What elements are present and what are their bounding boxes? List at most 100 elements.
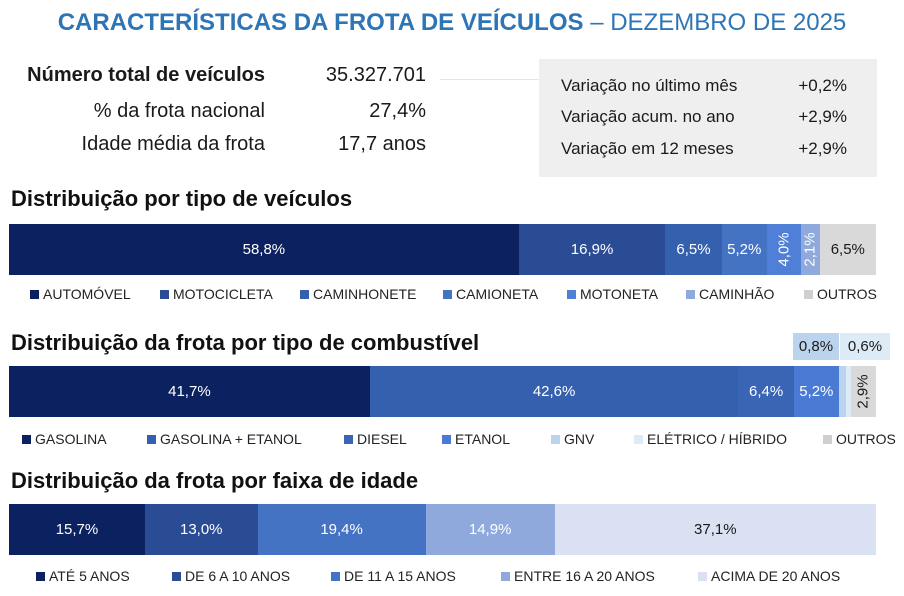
variation-box: Variação no último mês +0,2% Variação ac… bbox=[539, 59, 877, 177]
legend-age-range: ATÉ 5 ANOS DE 6 A 10 ANOS DE 11 A 15 ANOS E… bbox=[0, 568, 904, 586]
legend-item-motocicleta: MOTOCICLETA bbox=[160, 286, 273, 302]
legend-label: GASOLINA bbox=[35, 431, 107, 447]
data-label: 13,0% bbox=[179, 521, 223, 538]
data-label: 6,5% bbox=[676, 241, 711, 258]
data-label: 15,7% bbox=[55, 521, 99, 538]
stat-total-vehicles: Número total de veículos 35.327.701 bbox=[10, 64, 540, 94]
legend-swatch bbox=[686, 289, 695, 299]
legend-item-motoneta: MOTONETA bbox=[567, 286, 658, 302]
legend-item-gasolina: GASOLINA bbox=[22, 431, 107, 447]
legend-label: CAMIONETA bbox=[456, 286, 539, 302]
callout-label-eletrico-hibrido: 0,6% bbox=[840, 333, 890, 360]
legend-item-entre-16-a-20-anos: ENTRE 16 A 20 ANOS bbox=[501, 568, 655, 584]
legend-item-etanol: ETANOL bbox=[442, 431, 510, 447]
legend-swatch bbox=[501, 571, 510, 581]
legend-item-acima-de-20-anos: ACIMA DE 20 ANOS bbox=[698, 568, 840, 584]
bar-segment-camioneta: 5,2% bbox=[721, 224, 767, 275]
variation-value: +2,9% bbox=[798, 107, 847, 126]
data-label: 16,9% bbox=[570, 241, 614, 258]
legend-item-caminhao: CAMINHÃO bbox=[686, 286, 774, 302]
data-label: 4,0% bbox=[775, 232, 793, 267]
bar-segment-motocicleta: 16,9% bbox=[518, 224, 666, 275]
legend-item-camioneta: CAMIONETA bbox=[443, 286, 538, 302]
legend-swatch bbox=[36, 571, 45, 581]
data-label: 5,2% bbox=[727, 241, 762, 258]
legend-label: ENTRE 16 A 20 ANOS bbox=[514, 568, 655, 584]
data-label: 6,5% bbox=[830, 241, 865, 258]
data-label: 41,7% bbox=[168, 383, 211, 400]
stat-value: 17,7 anos bbox=[338, 133, 426, 155]
legend-swatch bbox=[331, 571, 340, 581]
bar-segment-automovel: 58,8% bbox=[9, 224, 519, 275]
stacked-bar-fuel-type: 41,7% 42,6% 6,4% 5,2% 2,9% bbox=[9, 366, 876, 417]
legend-label: ACIMA DE 20 ANOS bbox=[711, 568, 841, 584]
legend-item-de-6-a-10-anos: DE 6 A 10 ANOS bbox=[172, 568, 290, 584]
legend-label: DE 11 A 15 ANOS bbox=[344, 568, 456, 584]
variation-value: +0,2% bbox=[798, 76, 847, 95]
legend-swatch bbox=[160, 289, 169, 299]
bar-segment-gnv bbox=[838, 366, 846, 417]
bar-segment-etanol: 5,2% bbox=[793, 366, 839, 417]
stat-national-share: % da frota nacional 27,4% bbox=[10, 100, 530, 130]
bar-segment-entre-16-a-20-anos: 14,9% bbox=[425, 504, 555, 555]
divider bbox=[440, 79, 540, 80]
legend-swatch bbox=[30, 289, 39, 299]
data-label: 2,9% bbox=[854, 374, 872, 409]
stat-average-age: Idade média da frota 17,7 anos bbox=[10, 133, 530, 163]
legend-label: DIESEL bbox=[357, 431, 407, 447]
legend-item-outros: OUTROS bbox=[804, 286, 877, 302]
bar-segment-gasolina-etanol: 42,6% bbox=[369, 366, 739, 417]
legend-label: DE 6 A 10 ANOS bbox=[185, 568, 291, 584]
data-label: 14,9% bbox=[468, 521, 512, 538]
legend-swatch bbox=[147, 434, 156, 444]
bar-segment-ate-5-anos: 15,7% bbox=[9, 504, 145, 555]
bar-segment-caminhao: 2,1% bbox=[801, 224, 820, 275]
legend-item-automovel: AUTOMÓVEL bbox=[30, 286, 131, 302]
legend-label: AUTOMÓVEL bbox=[43, 286, 131, 302]
legend-swatch bbox=[172, 571, 181, 581]
bar-segment-caminhonete: 6,5% bbox=[665, 224, 722, 275]
legend-label: GNV bbox=[564, 431, 595, 447]
legend-item-eletrico-hibrido: ELÉTRICO / HÍBRIDO bbox=[634, 431, 787, 447]
legend-label: MOTOCICLETA bbox=[173, 286, 273, 302]
legend-label: ATÉ 5 ANOS bbox=[49, 568, 130, 584]
bar-segment-outros: 6,5% bbox=[819, 224, 876, 275]
stat-label: % da frota nacional bbox=[93, 100, 265, 122]
legend-swatch bbox=[443, 289, 452, 299]
page-title: CARACTERÍSTICAS DA FROTA DE VEÍCULOS – D… bbox=[0, 9, 904, 37]
legend-label: GASOLINA + ETANOL bbox=[160, 431, 302, 447]
title-main: CARACTERÍSTICAS DA FROTA DE VEÍCULOS bbox=[57, 9, 584, 36]
stat-label: Idade média da frota bbox=[81, 133, 265, 155]
legend-item-gasolina-etanol: GASOLINA + ETANOL bbox=[147, 431, 302, 447]
legend-swatch bbox=[804, 289, 813, 299]
chart-title-vehicle-type: Distribuição por tipo de veículos bbox=[11, 186, 353, 211]
variation-label: Variação acum. no ano bbox=[561, 107, 735, 126]
bar-segment-motoneta: 4,0% bbox=[766, 224, 802, 275]
bar-segment-diesel: 6,4% bbox=[738, 366, 794, 417]
data-label: 2,1% bbox=[802, 232, 820, 267]
legend-vehicle-type: AUTOMÓVEL MOTOCICLETA CAMINHONETE CAMIONETA… bbox=[0, 286, 904, 304]
legend-label: CAMINHONETE bbox=[313, 286, 417, 302]
bar-segment-de-11-a-15-anos: 19,4% bbox=[257, 504, 426, 555]
legend-swatch bbox=[698, 571, 707, 581]
data-label: 19,4% bbox=[320, 521, 363, 538]
variation-label: Variação em 12 meses bbox=[561, 139, 734, 158]
legend-label: MOTONETA bbox=[580, 286, 659, 302]
legend-swatch bbox=[823, 434, 832, 444]
legend-label: OUTROS bbox=[836, 431, 896, 447]
legend-swatch bbox=[551, 434, 560, 444]
bar-segment-de-6-a-10-anos: 13,0% bbox=[144, 504, 258, 555]
legend-label: CAMINHÃO bbox=[699, 286, 775, 302]
legend-swatch bbox=[22, 434, 31, 444]
stacked-bar-vehicle-type: 58,8% 16,9% 6,5% 5,2% 4,0% 2,1% 6,5% bbox=[9, 224, 876, 275]
legend-fuel-type: GASOLINA GASOLINA + ETANOL DIESEL ETANOL GNV… bbox=[0, 431, 904, 449]
legend-label: OUTROS bbox=[817, 286, 877, 302]
bar-segment-outros: 2,9% bbox=[850, 366, 876, 417]
chart-title-age-range: Distribuição da frota por faixa de idade bbox=[11, 468, 419, 493]
legend-swatch bbox=[567, 289, 576, 299]
legend-swatch bbox=[634, 434, 643, 444]
callout-label-gnv: 0,8% bbox=[793, 333, 839, 360]
data-label: 37,1% bbox=[694, 521, 737, 538]
legend-swatch bbox=[344, 434, 353, 444]
legend-item-gnv: GNV bbox=[551, 431, 594, 447]
